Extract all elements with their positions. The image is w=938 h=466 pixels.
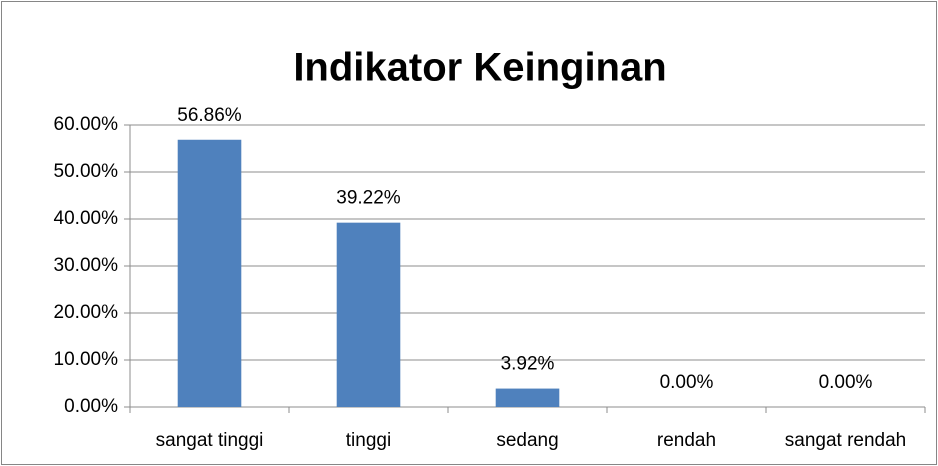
- data-label: 3.92%: [501, 354, 555, 375]
- data-label: 0.00%: [660, 372, 714, 393]
- data-label: 0.00%: [819, 372, 873, 393]
- bar: [336, 222, 401, 407]
- x-tick-label: sedang: [496, 430, 558, 451]
- y-tick-label: 60.00%: [54, 114, 119, 135]
- y-tick-label: 40.00%: [54, 208, 119, 229]
- x-tick-label: rendah: [657, 430, 716, 451]
- y-tick-label: 50.00%: [54, 161, 119, 182]
- data-label: 39.22%: [336, 188, 401, 209]
- y-tick-label: 30.00%: [54, 255, 119, 276]
- x-tick-label: tinggi: [346, 430, 391, 451]
- x-tick-label: sangat tinggi: [156, 430, 264, 451]
- bar: [495, 388, 560, 407]
- bar: [177, 139, 242, 407]
- y-tick-label: 20.00%: [54, 302, 119, 323]
- y-tick-label: 0.00%: [64, 396, 118, 417]
- y-tick-label: 10.00%: [54, 349, 119, 370]
- x-tick-label: sangat rendah: [785, 430, 907, 451]
- data-label: 56.86%: [177, 105, 242, 126]
- chart-title: Indikator Keinginan: [293, 46, 666, 90]
